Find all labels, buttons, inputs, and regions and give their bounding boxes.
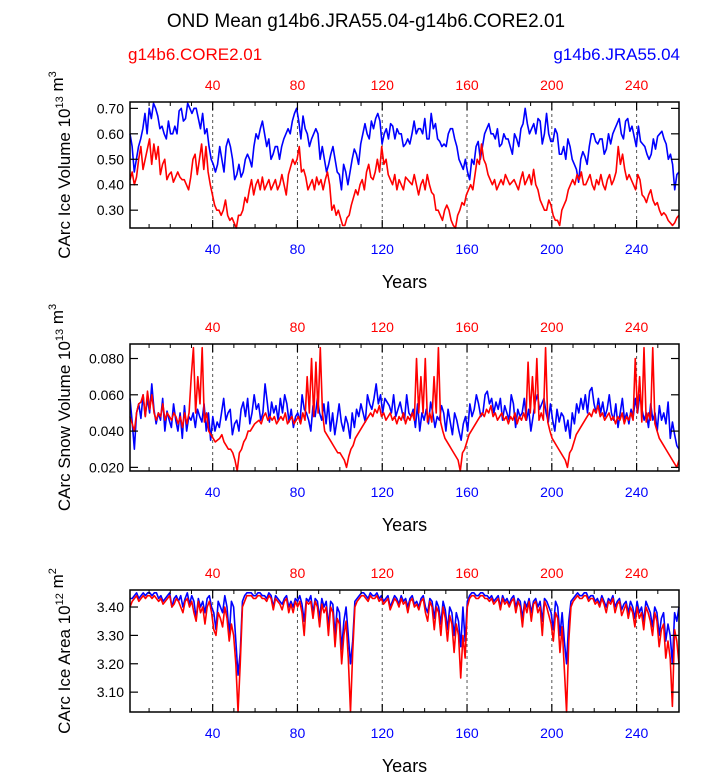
snow-volume-xtick-label-top: 240 xyxy=(625,319,649,335)
snow-volume-ytick-label: 0.020 xyxy=(89,459,124,475)
chart-panels: 0.30 0.40 0.50 0.60 0.70 40 40 80 80 120 120 160 160… xyxy=(47,71,680,775)
snow-volume-xtick-label: 40 xyxy=(205,484,221,500)
snow-volume-xtick-label-top: 80 xyxy=(290,319,306,335)
ice-volume-ytick-label: 0.30 xyxy=(97,202,124,218)
legend-core: g14b6.CORE2.01 xyxy=(128,45,262,64)
ice-volume-series-core xyxy=(129,138,680,229)
ice-area-xtick-label-top: 160 xyxy=(455,565,479,581)
legend-jra: g14b6.JRA55.04 xyxy=(553,45,680,64)
ice-area-xlabel: Years xyxy=(382,756,427,775)
snow-volume-xtick-label: 200 xyxy=(540,484,564,500)
snow-volume-xtick-label-top: 160 xyxy=(455,319,479,335)
snow-volume-xtick-label: 120 xyxy=(371,484,395,500)
ice-volume-xtick-label: 160 xyxy=(455,241,479,257)
ice-area-xtick-label-top: 200 xyxy=(540,565,564,581)
ice-volume-xtick-label: 40 xyxy=(205,241,221,257)
ice-volume-xtick-label-top: 160 xyxy=(455,77,479,93)
ice-area-ytick-label: 3.20 xyxy=(97,656,124,672)
ice-volume-ytick-label: 0.40 xyxy=(97,177,124,193)
ice-area-xtick-label: 120 xyxy=(371,725,395,741)
ice-area-ylabel: CArc Ice Area 1012 m2 xyxy=(47,568,74,734)
ice-area-ytick-label: 3.40 xyxy=(97,599,124,615)
ice-volume-panel: 0.30 0.40 0.50 0.60 0.70 40 40 80 80 120 120 160 160… xyxy=(47,71,680,292)
ice-volume-xtick-label: 80 xyxy=(290,241,306,257)
snow-volume-panel: 0.020 0.040 0.060 0.080 40 40 80 80 120 120 160 160… xyxy=(47,304,680,535)
ice-area-xtick-label: 240 xyxy=(625,725,649,741)
ice-volume-xtick-label-top: 240 xyxy=(625,77,649,93)
ice-volume-xtick-label: 240 xyxy=(625,241,649,257)
ice-area-frame xyxy=(129,589,680,713)
ice-area-ytick-label: 3.10 xyxy=(97,684,124,700)
ice-volume-xtick-label: 200 xyxy=(540,241,564,257)
ice-area-xtick-label-top: 80 xyxy=(290,565,306,581)
snow-volume-series-core xyxy=(129,346,680,472)
ice-volume-series-jra xyxy=(129,102,680,191)
ice-volume-ylabel: CArc Ice Volume 1013 m3 xyxy=(47,71,74,259)
ice-area-xtick-label-top: 40 xyxy=(205,565,221,581)
ice-volume-ytick-label: 0.70 xyxy=(97,100,124,116)
snow-volume-ylabel: CArc Snow Volume 1013 m3 xyxy=(47,304,74,511)
ice-volume-xtick-label-top: 40 xyxy=(205,77,221,93)
ice-area-xtick-label: 80 xyxy=(290,725,306,741)
snow-volume-xtick-label-top: 120 xyxy=(371,319,395,335)
snow-volume-xtick-label: 80 xyxy=(290,484,306,500)
ice-area-xtick-label: 200 xyxy=(540,725,564,741)
snow-volume-xtick-label: 240 xyxy=(625,484,649,500)
ice-volume-xlabel: Years xyxy=(382,272,427,292)
chart-title: OND Mean g14b6.JRA55.04-g14b6.CORE2.01 xyxy=(167,11,565,32)
snow-volume-ytick-label: 0.080 xyxy=(89,351,124,367)
ice-volume-frame xyxy=(129,101,680,229)
snow-volume-xtick-label-top: 40 xyxy=(205,319,221,335)
snow-volume-ytick-label: 0.040 xyxy=(89,423,124,439)
ice-area-series-jra xyxy=(130,592,680,676)
ice-volume-xtick-label-top: 200 xyxy=(540,77,564,93)
snow-volume-ytick-label: 0.060 xyxy=(89,387,124,403)
ice-volume-xtick-label: 120 xyxy=(371,241,395,257)
ice-area-xtick-label: 160 xyxy=(455,725,479,741)
ice-area-xtick-label-top: 120 xyxy=(371,565,395,581)
ice-area-series-core xyxy=(129,594,680,713)
ice-volume-xtick-label-top: 120 xyxy=(371,77,395,93)
snow-volume-xtick-label-top: 200 xyxy=(540,319,564,335)
ice-volume-ytick-label: 0.60 xyxy=(97,126,124,142)
ice-volume-ytick-label: 0.50 xyxy=(97,151,124,167)
snow-volume-frame xyxy=(129,343,680,472)
snow-volume-xlabel: Years xyxy=(382,515,427,535)
ice-area-ytick-label: 3.30 xyxy=(97,627,124,643)
snow-volume-xtick-label: 160 xyxy=(455,484,479,500)
ice-area-panel: 3.10 3.20 3.30 3.40 40 40 80 80 120 120 160 160 200 2… xyxy=(47,565,680,775)
ice-volume-xtick-label-top: 80 xyxy=(290,77,306,93)
ice-area-xtick-label-top: 240 xyxy=(625,565,649,581)
ice-area-xtick-label: 40 xyxy=(205,725,221,741)
